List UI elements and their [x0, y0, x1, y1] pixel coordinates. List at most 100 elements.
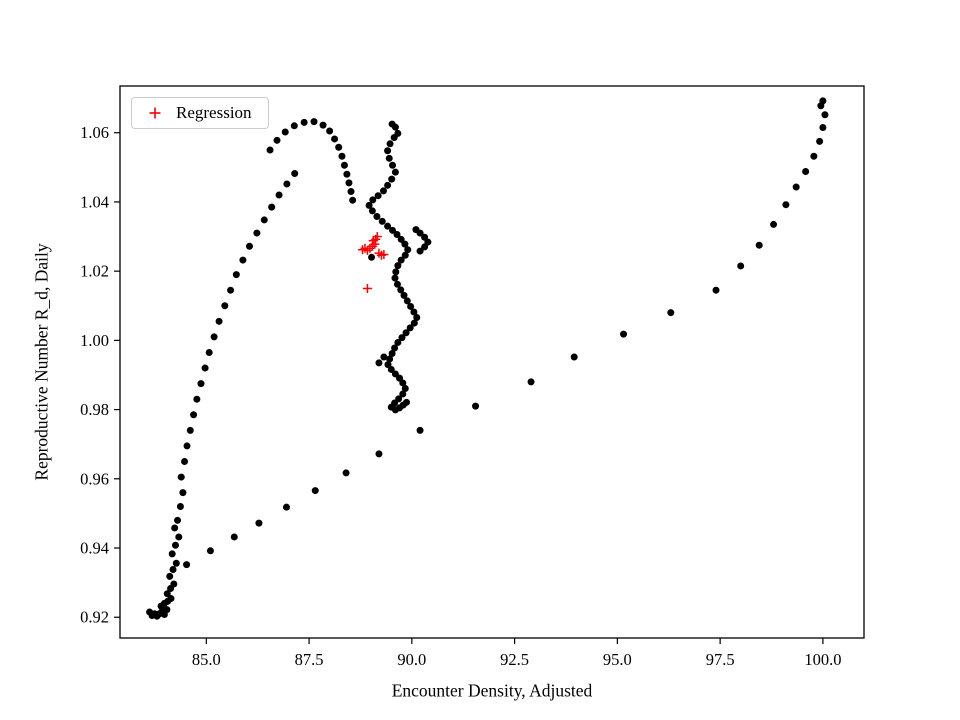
scatter-point [253, 229, 261, 237]
scatter-point [397, 286, 405, 294]
scatter-point [391, 168, 399, 176]
scatter-point [175, 533, 183, 541]
scatter-point [179, 489, 187, 497]
scatter-point [819, 124, 827, 132]
scatter-point [291, 170, 299, 178]
scatter-point [755, 241, 763, 249]
scatter-point [401, 240, 409, 248]
scatter-point [399, 379, 407, 387]
scatter-point [183, 442, 191, 450]
scatter-point [403, 398, 411, 406]
y-tick-label: 1.06 [80, 123, 109, 142]
y-tick-label: 1.02 [80, 262, 109, 281]
scatter-point [343, 170, 351, 178]
scatter-point [397, 256, 405, 264]
regression-plus-icon [149, 107, 161, 119]
scatter-point [399, 390, 407, 398]
scatter-point [770, 220, 778, 228]
scatter-point [380, 353, 388, 361]
scatter-point [373, 212, 381, 220]
scatter-point [712, 286, 720, 294]
scatter-point [319, 121, 327, 129]
scatter-point [401, 251, 409, 259]
scatter-point [331, 135, 339, 143]
scatter-point [168, 550, 176, 558]
scatter-point [421, 243, 429, 251]
plot-border [119, 85, 865, 639]
scatter-point [290, 122, 298, 130]
scatter-point [171, 524, 179, 532]
scatter-point [802, 167, 810, 175]
scatter-point [404, 246, 412, 254]
scatter-point [349, 196, 357, 204]
scatter-point [310, 118, 318, 126]
x-tick-label: 97.5 [706, 650, 735, 669]
scatter-point [347, 188, 355, 196]
scatter-point [810, 152, 818, 160]
scatter-point [326, 127, 334, 135]
scatter-point [282, 503, 290, 511]
scatter-point [412, 226, 420, 234]
scatter-point [406, 324, 414, 332]
scatter-point [389, 161, 397, 169]
scatter-point [166, 572, 174, 580]
y-tick-label: 0.98 [80, 400, 109, 419]
scatter-point [472, 402, 480, 410]
scatter-point [407, 302, 415, 310]
scatter-point [342, 469, 350, 477]
scatter-point [410, 308, 418, 316]
scatter-point [386, 355, 394, 363]
scatter-point [416, 426, 424, 434]
scatter-point [819, 97, 827, 105]
x-tick-label: 90.0 [397, 650, 426, 669]
scatter-point [340, 161, 348, 169]
x-axis-label: Encounter Density, Adjusted [391, 680, 593, 701]
scatter-point [170, 580, 178, 588]
scatter-point [273, 136, 281, 144]
scatter-point [163, 606, 171, 614]
x-tick-label: 100.0 [804, 650, 841, 669]
scatter-point [169, 565, 177, 573]
scatter-point [398, 334, 406, 342]
scatter-point [183, 561, 191, 569]
scatter-point [174, 516, 182, 524]
y-tick-label: 0.92 [80, 608, 109, 627]
scatter-point [197, 380, 205, 388]
scatter-point [394, 338, 402, 346]
scatter-point [384, 181, 392, 189]
scatter-point [821, 111, 829, 119]
scatter-point [782, 201, 790, 209]
scatter-point [206, 547, 214, 555]
scatter-point [300, 118, 308, 126]
scatter-point [667, 309, 675, 317]
scatter-point [369, 196, 377, 204]
scatter-point [378, 217, 386, 225]
scatter-point [816, 137, 824, 145]
scatter-point [368, 207, 376, 215]
scatter-point [215, 317, 223, 325]
scatter-point [210, 333, 218, 341]
legend: Regression [131, 97, 269, 129]
scatter-point [232, 271, 240, 279]
scatter-point [167, 595, 175, 603]
scatter-point [239, 256, 247, 264]
scatter-point [384, 147, 392, 155]
y-tick-label: 1.04 [80, 192, 109, 211]
scatter-point [227, 286, 235, 294]
scatter-point [391, 274, 399, 282]
scatter-point [230, 533, 238, 541]
scatter-point [335, 143, 343, 151]
x-tick-label: 85.0 [192, 650, 221, 669]
scatter-point [345, 179, 353, 187]
scatter-point [389, 226, 397, 234]
scatter-point [527, 378, 535, 386]
y-tick-label: 0.94 [80, 539, 109, 558]
scatter-point [388, 350, 396, 358]
scatter-point [201, 364, 209, 372]
scatter-point [374, 192, 382, 200]
scatter-point [410, 319, 418, 327]
scatter-point [281, 128, 289, 136]
scatter-point [311, 487, 319, 495]
